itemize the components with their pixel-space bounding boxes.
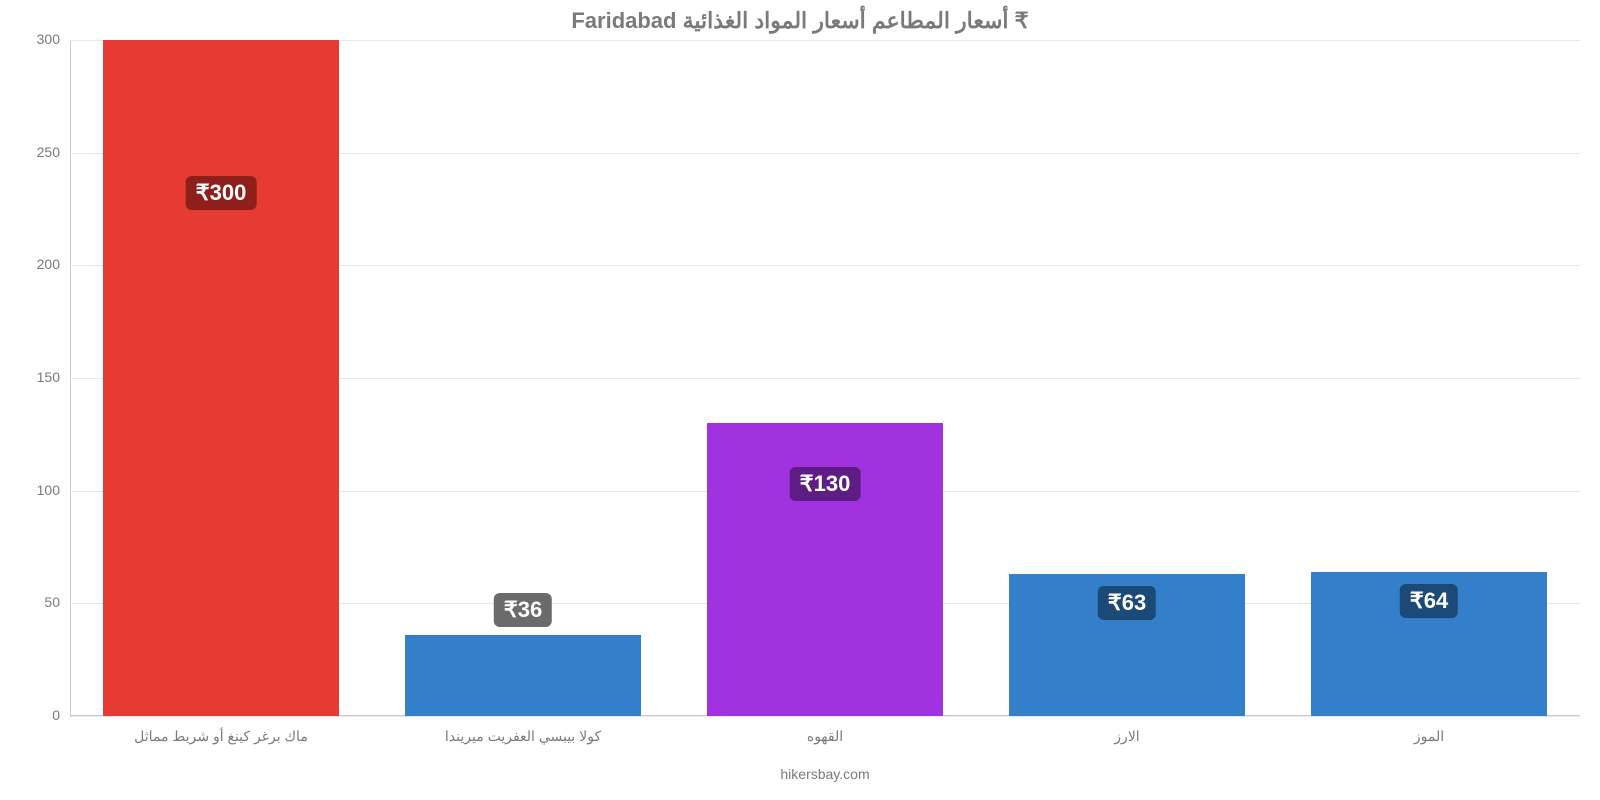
y-tick-label: 200 xyxy=(15,256,60,272)
value-badge: ₹36 xyxy=(494,593,552,627)
x-tick-label: ماك برغر كينغ أو شريط مماثل xyxy=(134,728,308,745)
x-tick-label: كولا بيبسي العفريت ميريندا xyxy=(445,728,601,745)
y-tick-label: 0 xyxy=(15,707,60,723)
plot-area: 050100150200250300₹300ماك برغر كينغ أو ش… xyxy=(70,40,1580,716)
value-badge: ₹64 xyxy=(1400,584,1458,618)
bar xyxy=(405,635,641,716)
y-tick-label: 300 xyxy=(15,31,60,47)
value-badge: ₹300 xyxy=(186,176,257,210)
gridline xyxy=(70,716,1580,717)
y-tick-label: 100 xyxy=(15,482,60,498)
bar xyxy=(103,40,339,716)
y-tick-label: 250 xyxy=(15,144,60,160)
value-badge: ₹63 xyxy=(1098,586,1156,620)
source-label: hikersbay.com xyxy=(780,766,869,782)
x-tick-label: القهوه xyxy=(807,728,843,745)
value-badge: ₹130 xyxy=(790,467,861,501)
y-tick-label: 150 xyxy=(15,369,60,385)
x-tick-label: الارز xyxy=(1114,728,1139,745)
price-chart: ₹ أسعار المطاعم أسعار المواد الغذائية Fa… xyxy=(0,0,1600,800)
x-tick-label: الموز xyxy=(1414,728,1444,745)
y-tick-label: 50 xyxy=(15,594,60,610)
chart-title: ₹ أسعار المطاعم أسعار المواد الغذائية Fa… xyxy=(0,0,1600,34)
